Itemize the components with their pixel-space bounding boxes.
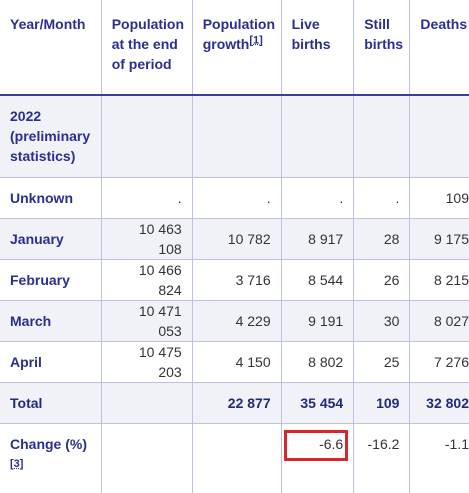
still-births-cell: . (353, 177, 411, 219)
table-cell (353, 95, 411, 178)
deaths-cell: 9 175 (409, 218, 469, 260)
still-births-cell: 30 (353, 300, 411, 342)
total-growth-cell: 22 877 (192, 382, 282, 424)
table-row: Unknown . . . . 109 (0, 177, 469, 219)
total-still-births-cell: 109 (353, 382, 411, 424)
deaths-cell: 8 027 (409, 300, 469, 342)
population-cell: 10 463 108 (101, 218, 193, 260)
change-label-cell: Change (%) [3] (0, 423, 102, 493)
year-label: 2022 (preliminary statistics) (0, 95, 102, 178)
header-row: Year/Month Population at the end of peri… (0, 0, 469, 96)
header-population-growth[interactable]: Population growth[1] (192, 0, 282, 96)
population-cell: . (101, 177, 193, 219)
growth-cell: 4 229 (192, 300, 282, 342)
live-births-cell: 8 917 (281, 218, 355, 260)
growth-cell: . (192, 177, 282, 219)
change-growth-cell (192, 423, 282, 493)
header-still-births[interactable]: Still births (353, 0, 411, 96)
footnote-link-1[interactable]: [1] (249, 34, 263, 47)
table-row: April 10 475 203 4 150 8 802 25 7 276 (0, 341, 469, 383)
table-cell (192, 95, 282, 178)
deaths-cell: 8 215 (409, 259, 469, 301)
change-deaths-cell: -1.1 (409, 423, 469, 493)
change-row: Change (%) [3] -6.6 -16.2 -1.1 (0, 423, 469, 493)
change-live-births-value: -6.6 (319, 435, 344, 452)
growth-cell: 4 150 (192, 341, 282, 383)
highlight-box (283, 429, 348, 461)
live-births-cell: 9 191 (281, 300, 355, 342)
footnote-link-3[interactable]: [3] (10, 457, 24, 470)
total-row: Total 22 877 35 454 109 32 802 (0, 382, 469, 424)
table-row: March 10 471 053 4 229 9 191 30 8 027 (0, 300, 469, 342)
change-live-births-cell: -6.6 (281, 423, 355, 493)
still-births-cell: 28 (353, 218, 411, 260)
header-population[interactable]: Population at the end of period (101, 0, 193, 96)
growth-cell: 10 782 (192, 218, 282, 260)
table-row: January 10 463 108 10 782 8 917 28 9 175 (0, 218, 469, 260)
total-label: Total (0, 382, 102, 424)
row-label: April (0, 341, 102, 383)
header-deaths[interactable]: Deaths (409, 0, 469, 96)
deaths-cell: 109 (409, 177, 469, 219)
table-row: February 10 466 824 3 716 8 544 26 8 215 (0, 259, 469, 301)
growth-cell: 3 716 (192, 259, 282, 301)
table-cell (281, 95, 355, 178)
row-label: March (0, 300, 102, 342)
population-cell: 10 471 053 (101, 300, 193, 342)
still-births-cell: 26 (353, 259, 411, 301)
total-live-births-cell: 35 454 (281, 382, 355, 424)
change-population-cell (101, 423, 193, 493)
header-growth-label: Population growth (202, 16, 276, 52)
live-births-cell: 8 802 (281, 341, 355, 383)
table-cell (101, 95, 193, 178)
header-live-births[interactable]: Live births (281, 0, 355, 96)
still-births-cell: 25 (353, 341, 411, 383)
total-deaths-cell: 32 802 (409, 382, 469, 424)
header-year-month[interactable]: Year/Month (0, 0, 102, 96)
change-label: Change (%) (10, 435, 87, 452)
total-population-cell (101, 382, 193, 424)
row-label: Unknown (0, 177, 102, 219)
deaths-cell: 7 276 (409, 341, 469, 383)
row-label: January (0, 218, 102, 260)
table-cell (409, 95, 469, 178)
live-births-cell: 8 544 (281, 259, 355, 301)
row-label: February (0, 259, 102, 301)
year-group-row: 2022 (preliminary statistics) (0, 95, 469, 178)
population-cell: 10 475 203 (101, 341, 193, 383)
change-still-births-cell: -16.2 (353, 423, 411, 493)
population-cell: 10 466 824 (101, 259, 193, 301)
live-births-cell: . (281, 177, 355, 219)
